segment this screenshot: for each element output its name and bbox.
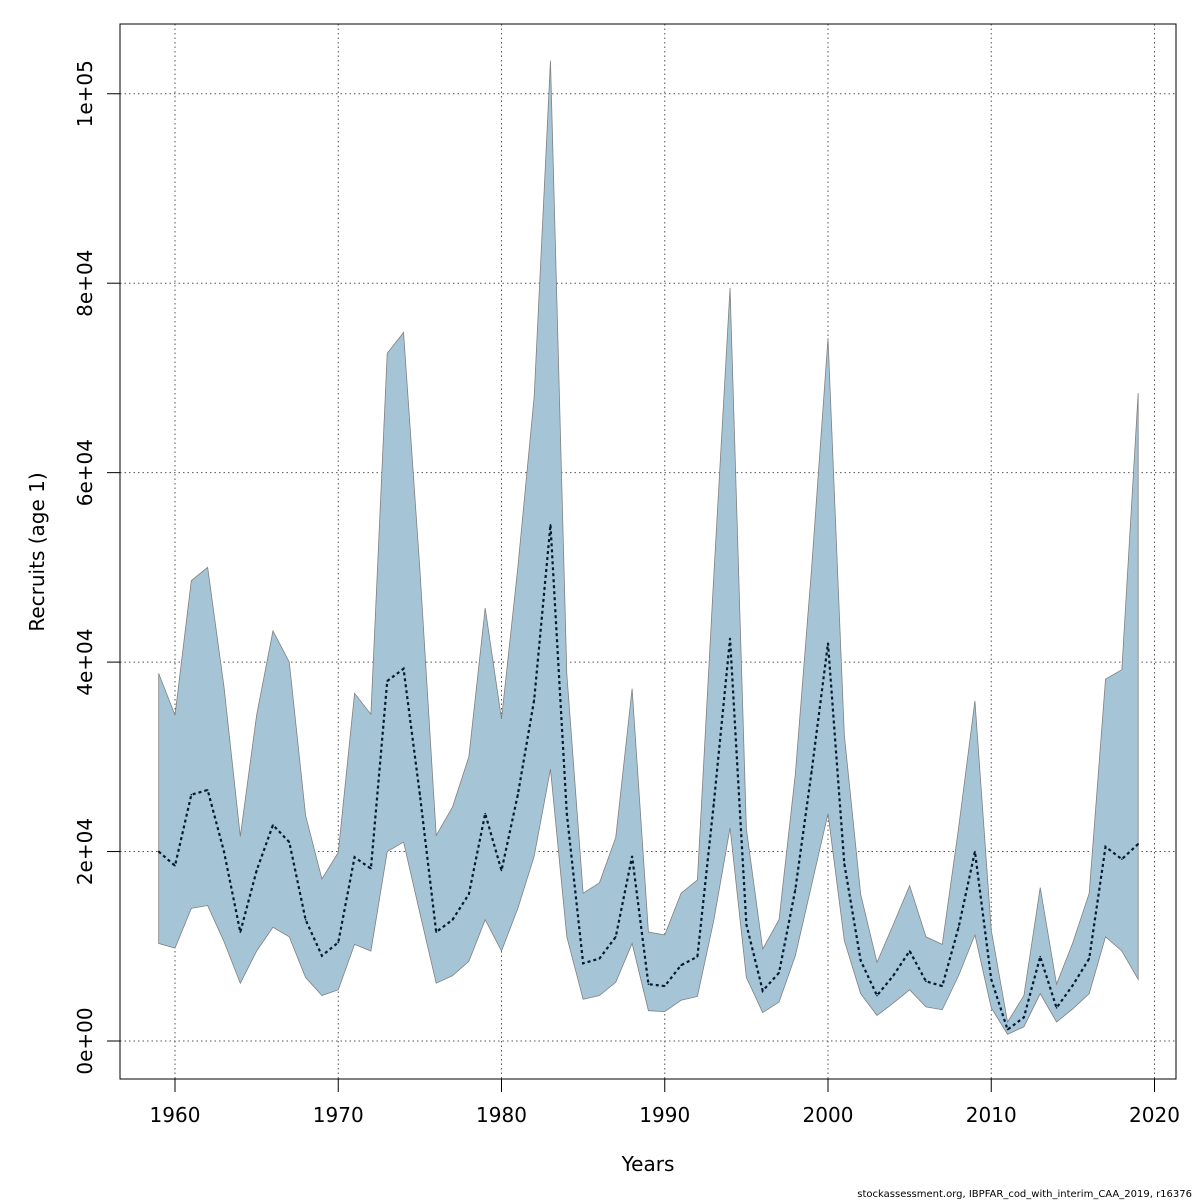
estimate-point [272, 824, 274, 826]
estimate-point [517, 793, 519, 796]
estimate-point [827, 642, 829, 644]
estimate-point [876, 994, 878, 997]
estimate-point [729, 637, 731, 640]
estimate-point [402, 667, 405, 670]
estimate-point [337, 941, 340, 944]
estimate-point [941, 985, 944, 987]
estimate-point [533, 699, 535, 701]
estimate-point [1055, 1007, 1058, 1009]
estimate-point [631, 855, 633, 858]
estimate-point [500, 869, 503, 872]
estimate-point [451, 918, 454, 921]
x-tick-label: 1990 [639, 1103, 690, 1127]
x-tick-label: 1960 [150, 1103, 201, 1127]
estimate-point [419, 793, 421, 796]
estimate-point [353, 856, 356, 859]
estimate-point [1104, 846, 1107, 848]
y-tick-label: 8e+04 [73, 250, 97, 317]
estimate-point [223, 850, 225, 853]
estimate-point [1088, 957, 1090, 960]
estimate-point [255, 869, 258, 872]
x-tick-label: 2010 [966, 1103, 1017, 1127]
estimate-point [778, 971, 780, 974]
estimate-point [1006, 1028, 1009, 1031]
estimate-point [696, 955, 699, 958]
estimate-point [566, 812, 568, 815]
estimate-point [598, 957, 601, 960]
estimate-point [712, 803, 715, 805]
x-axis-title: Years [621, 1152, 675, 1176]
estimate-point [1121, 858, 1123, 860]
estimate-point [647, 983, 650, 985]
estimate-point [990, 978, 993, 981]
estimate-point [859, 959, 862, 962]
y-tick-label: 1e+05 [73, 60, 97, 127]
estimate-point [1023, 1016, 1025, 1019]
estimate-point [157, 850, 160, 853]
estimate-point [892, 974, 895, 977]
estimate-point [957, 926, 960, 929]
estimate-point [435, 931, 438, 933]
estimate-point [794, 888, 797, 891]
confidence-band-layer [158, 60, 1139, 1035]
estimate-point [925, 980, 927, 983]
estimate-point [206, 789, 209, 791]
estimate-point [174, 864, 176, 867]
estimate-point [1137, 843, 1139, 845]
x-tick-label: 1970 [313, 1103, 364, 1127]
estimate-point [582, 962, 584, 965]
estimate-point [190, 793, 193, 796]
x-axis: 1960 1970 1980 1990 2000 2010 2020 [150, 1078, 1180, 1127]
estimate-point [663, 985, 666, 987]
y-tick-label: 2e+04 [73, 818, 97, 885]
y-axis: 0e+00 2e+04 4e+04 6e+04 8e+04 1e+05 [73, 60, 121, 1075]
estimate-points-layer [157, 523, 1139, 1031]
estimate-point [321, 954, 323, 957]
y-axis-title: Recruits (age 1) [25, 472, 49, 631]
estimate-point [843, 863, 846, 865]
credit-text: stockassessment.org, IBPFAR_cod_with_int… [857, 1189, 1192, 1200]
estimate-point [810, 770, 813, 772]
estimate-point [549, 523, 552, 526]
y-tick-label: 6e+04 [73, 439, 97, 506]
estimate-point [468, 893, 470, 895]
estimate-point [386, 680, 389, 682]
estimate-point [1039, 955, 1042, 958]
confidence-band [158, 60, 1139, 1035]
estimate-point [288, 841, 291, 843]
estimate-point [239, 931, 242, 933]
estimate-point [908, 950, 911, 952]
estimate-point [761, 989, 764, 992]
x-tick-label: 2020 [1129, 1103, 1180, 1127]
estimate-point [304, 918, 307, 921]
x-tick-label: 1980 [476, 1103, 527, 1127]
estimate-point [745, 923, 748, 926]
estimate-point [680, 964, 682, 967]
estimate-point [370, 867, 372, 870]
x-tick-label: 2000 [803, 1103, 854, 1127]
estimate-point [1072, 984, 1074, 986]
estimate-point [484, 812, 486, 815]
estimate-point [614, 936, 617, 938]
estimate-point [974, 850, 976, 853]
y-tick-label: 0e+00 [73, 1007, 97, 1074]
y-tick-label: 4e+04 [73, 628, 97, 695]
